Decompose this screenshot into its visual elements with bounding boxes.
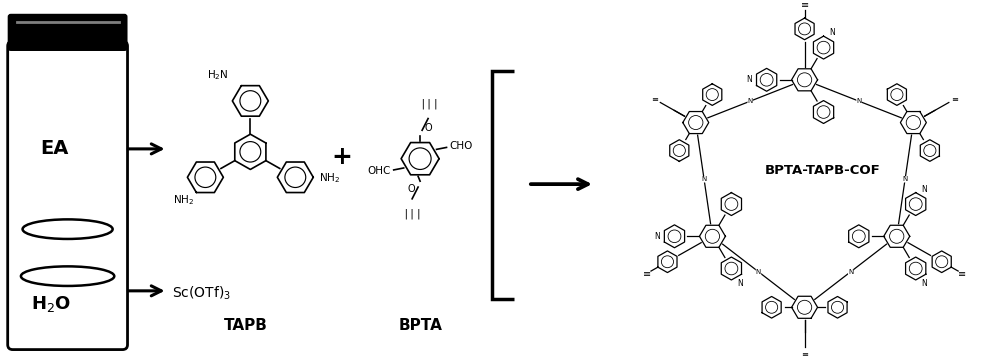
Text: EA: EA <box>40 139 69 158</box>
Text: O: O <box>424 123 432 133</box>
Text: O: O <box>407 184 415 194</box>
Text: N: N <box>654 232 660 241</box>
Ellipse shape <box>23 219 113 239</box>
Text: N: N <box>737 279 743 288</box>
Text: N: N <box>830 28 835 37</box>
Text: N: N <box>746 75 752 84</box>
FancyBboxPatch shape <box>8 41 128 350</box>
Text: Sc(OTf)$_3$: Sc(OTf)$_3$ <box>172 285 232 302</box>
Text: N: N <box>922 184 927 193</box>
Text: N: N <box>848 269 853 275</box>
Text: |||: ||| <box>402 209 422 219</box>
Text: ≡: ≡ <box>951 94 958 103</box>
Text: OHC: OHC <box>367 166 391 176</box>
Text: ≡: ≡ <box>651 94 658 103</box>
Text: N: N <box>902 176 908 183</box>
Text: TAPB: TAPB <box>223 318 267 333</box>
Text: N: N <box>701 176 707 183</box>
Text: N: N <box>748 98 753 104</box>
Text: BPTA-TAPB-COF: BPTA-TAPB-COF <box>765 164 880 177</box>
Text: BPTA: BPTA <box>398 318 442 333</box>
Text: NH$_2$: NH$_2$ <box>319 171 340 185</box>
Text: ≡: ≡ <box>643 269 651 278</box>
Text: ≡: ≡ <box>958 269 967 278</box>
Text: NH$_2$: NH$_2$ <box>173 193 194 207</box>
Text: |||: ||| <box>419 98 439 109</box>
Text: N: N <box>856 98 862 104</box>
FancyBboxPatch shape <box>8 14 128 51</box>
Text: H$_2$O: H$_2$O <box>31 294 71 314</box>
Text: ≡: ≡ <box>801 0 809 11</box>
Text: N: N <box>922 279 927 288</box>
Ellipse shape <box>21 266 114 286</box>
Text: N: N <box>756 269 761 275</box>
Text: CHO: CHO <box>450 142 473 151</box>
Text: +: + <box>332 145 353 169</box>
Text: H$_2$N: H$_2$N <box>207 69 228 82</box>
Text: ≡: ≡ <box>801 350 808 359</box>
